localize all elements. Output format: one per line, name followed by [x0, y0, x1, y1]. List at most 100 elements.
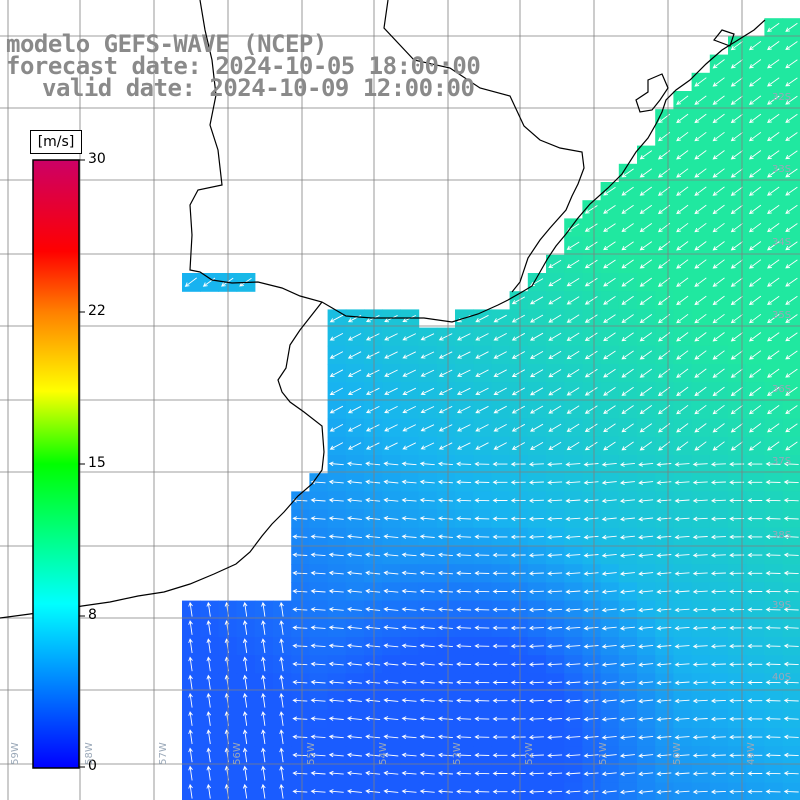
wind-arrow: [420, 333, 435, 341]
wind-arrow: [584, 241, 598, 251]
wind-arrow: [365, 461, 381, 467]
wind-arrow: [638, 735, 654, 740]
wind-arrow: [748, 404, 762, 415]
wind-arrow: [583, 498, 599, 504]
lon-label: 50W: [671, 742, 683, 765]
wind-arrow: [583, 589, 599, 595]
wind-arrow: [748, 259, 762, 269]
wind-arrow: [601, 516, 617, 522]
wind-arrow: [694, 368, 707, 378]
wind-arrow: [474, 752, 490, 758]
wind-arrow: [529, 351, 544, 359]
wind-arrow: [603, 368, 616, 378]
wind-arrow: [583, 644, 599, 649]
wind-arrow: [566, 314, 580, 323]
wind-arrow: [492, 698, 508, 703]
wind-arrow: [712, 241, 725, 251]
wind-arrow: [401, 661, 417, 667]
wind-arrow: [747, 480, 763, 485]
wind-arrow: [583, 625, 599, 631]
wind-arrow: [279, 620, 284, 635]
wind-arrow: [676, 423, 689, 433]
wind-arrow: [456, 625, 472, 631]
wind-arrow: [601, 498, 617, 504]
wind-arrow: [188, 620, 193, 635]
wind-arrow: [419, 479, 435, 485]
wind-arrow: [529, 296, 544, 305]
wind-arrow: [566, 441, 580, 451]
wind-arrow: [565, 480, 581, 485]
wind-arrow: [456, 789, 472, 794]
wind-arrow: [712, 168, 725, 178]
wind-arrow: [603, 405, 616, 414]
wind-arrow: [456, 516, 472, 521]
wind-arrow: [621, 204, 634, 214]
wind-arrow: [437, 552, 453, 558]
wind-arrow: [767, 441, 780, 451]
wind-arrow: [510, 625, 526, 631]
wind-arrow: [346, 716, 362, 721]
wind-arrow: [584, 405, 598, 414]
wind-arrow: [638, 625, 654, 631]
wind-arrow: [694, 386, 707, 397]
wind-arrow: [310, 698, 326, 703]
wind-arrow: [547, 789, 563, 795]
wind-arrow: [783, 734, 799, 740]
wind-arrow: [292, 625, 308, 630]
wind-arrow: [365, 752, 381, 758]
wind-arrow: [401, 497, 417, 503]
wind-arrow: [188, 601, 193, 617]
lon-label: 49W: [745, 742, 757, 765]
wind-arrow: [419, 716, 435, 721]
wind-arrow: [566, 259, 580, 269]
wind-arrow: [383, 734, 399, 740]
wind-arrow: [601, 789, 617, 795]
wind-arrow: [621, 423, 634, 433]
wind-arrow: [710, 680, 726, 686]
lat-label: 35S: [772, 310, 792, 321]
wind-arrow: [547, 644, 563, 649]
wind-arrow: [511, 296, 526, 305]
wind-arrow: [261, 692, 266, 708]
wind-arrow: [383, 461, 399, 467]
wind-arrow: [202, 277, 216, 287]
wind-arrow: [747, 552, 763, 558]
wind-arrow: [437, 516, 453, 521]
wind-arrow: [492, 461, 508, 467]
wind-arrow: [528, 480, 544, 485]
wind-arrow: [638, 607, 654, 613]
wind-arrow: [692, 553, 708, 558]
wind-arrow: [310, 552, 326, 558]
wind-arrow: [528, 662, 544, 667]
wind-arrow: [783, 698, 799, 703]
wind-arrow: [528, 753, 544, 758]
wind-arrow: [401, 789, 417, 794]
wind-arrow: [710, 589, 726, 595]
wind-arrow: [694, 150, 707, 160]
wind-arrow: [419, 679, 435, 685]
wind-arrow: [529, 423, 544, 432]
wind-arrow: [619, 698, 635, 704]
wind-arrow: [456, 770, 472, 776]
wind-arrow: [365, 788, 381, 794]
wind-arrow: [765, 643, 781, 649]
wind-arrow: [747, 662, 763, 667]
wind-arrow: [619, 462, 635, 467]
wind-arrow: [765, 698, 781, 703]
wind-arrow: [748, 168, 762, 178]
lon-label: 53W: [451, 742, 463, 765]
wind-arrow: [638, 716, 654, 722]
wind-arrow: [656, 698, 672, 704]
wind-arrow: [456, 534, 472, 540]
wind-arrow: [510, 534, 526, 540]
wind-arrow: [292, 698, 308, 703]
wind-arrow: [328, 497, 344, 503]
wind-arrow: [676, 350, 689, 360]
wind-arrow: [529, 442, 544, 450]
wind-arrow: [730, 168, 743, 178]
wind-arrow: [492, 534, 508, 540]
wind-arrow: [292, 552, 308, 558]
wind-arrow: [694, 95, 707, 105]
